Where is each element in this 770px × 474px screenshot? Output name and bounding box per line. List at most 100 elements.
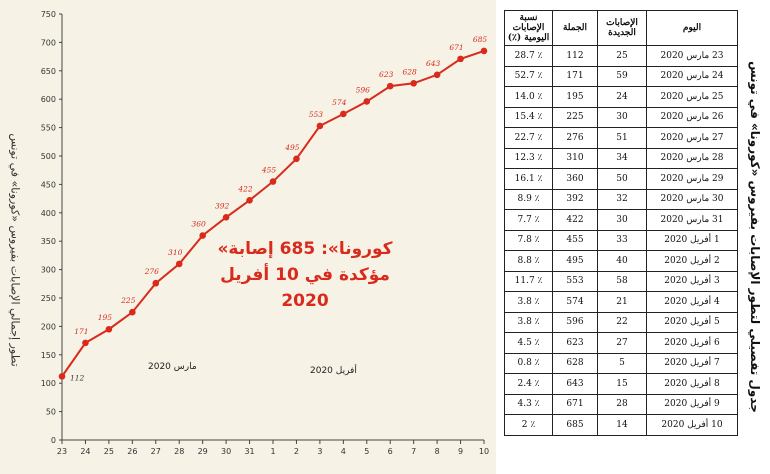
cell-new: 14 <box>597 414 647 436</box>
cell-day: 4 أفريل 2020 <box>646 291 738 313</box>
x-tick-label: 23 <box>57 447 67 456</box>
data-label: 171 <box>74 327 88 336</box>
series-line <box>61 49 485 377</box>
cell-rate: ٪ 11.7 <box>504 270 553 292</box>
data-label: 495 <box>284 143 300 152</box>
cell-rate: ٪ 15.4 <box>504 106 553 128</box>
x-tick-label: 4 <box>341 447 346 456</box>
cell-total: 276 <box>552 127 598 149</box>
cell-day: 27 مارس 2020 <box>646 127 738 149</box>
cell-total: 310 <box>552 147 598 169</box>
y-tick-label: 750 <box>41 10 56 19</box>
header-rate: نسبة الإصابات اليومية (٪) <box>504 10 553 46</box>
table-row: 27 مارس 2020 51 276 ٪ 22.7 <box>504 127 738 149</box>
cell-new: 30 <box>597 209 647 231</box>
table-title: جدول تفصيلي لتطور الإصابات بفيروس «كورون… <box>748 61 762 413</box>
data-label: 685 <box>473 35 488 44</box>
cell-day: 5 أفريل 2020 <box>646 311 738 333</box>
cell-total: 623 <box>552 332 598 354</box>
y-axis-label: تطور إجمالي الإصابات بفيروس «كورونا» في … <box>8 133 22 367</box>
data-label: 455 <box>261 166 277 175</box>
cell-day: 26 مارس 2020 <box>646 106 738 128</box>
y-tick-label: 100 <box>41 379 56 388</box>
cell-new: 25 <box>597 45 647 67</box>
data-point <box>222 214 230 221</box>
table-row: 1 أفريل 2020 33 455 ٪ 7.8 <box>504 229 738 251</box>
cell-rate: ٪ 4.3 <box>504 393 553 415</box>
data-label: 643 <box>426 59 441 68</box>
cell-day: 23 مارس 2020 <box>646 45 738 67</box>
data-point <box>152 279 160 287</box>
y-tick-label: 200 <box>41 322 56 331</box>
x-tick-label: 26 <box>127 447 137 456</box>
cell-rate: ٪ 14.0 <box>504 86 553 108</box>
cell-new: 15 <box>597 373 647 395</box>
table-row: 2 أفريل 2020 40 495 ٪ 8.8 <box>504 250 738 272</box>
cell-total: 495 <box>552 250 598 272</box>
table-row: 6 أفريل 2020 27 623 ٪ 4.5 <box>504 332 738 354</box>
table-row: 9 أفريل 2020 28 671 ٪ 4.3 <box>504 393 738 415</box>
data-label: 276 <box>144 267 160 276</box>
cell-new: 59 <box>597 65 647 87</box>
line-chart: 0 50 100 150 200 250 300 350 400 450 500 550 600 650 7… <box>41 10 489 456</box>
data-table-panel: اليوم الإصابات الجديدة الجملة نسبة الإصا… <box>498 0 740 474</box>
table-row: 26 مارس 2020 30 225 ٪ 15.4 <box>504 106 738 128</box>
cell-day: 30 مارس 2020 <box>646 188 738 210</box>
data-point <box>246 197 253 204</box>
y-tick-label: 0 <box>51 436 56 445</box>
data-point <box>433 71 441 79</box>
y-tick-label: 300 <box>41 266 56 275</box>
x-tick-label: 29 <box>198 447 208 456</box>
cell-rate: ٪ 3.8 <box>504 291 553 313</box>
table-row: 29 مارس 2020 50 360 ٪ 16.1 <box>504 168 738 190</box>
table-row: 4 أفريل 2020 21 574 ٪ 3.8 <box>504 291 738 313</box>
header-total: الجملة <box>552 10 598 46</box>
month-label-april: أفريل 2020 <box>310 366 357 376</box>
y-tick-label: 500 <box>41 152 56 161</box>
cell-new: 24 <box>597 86 647 108</box>
data-point <box>293 155 300 163</box>
table-row: 24 مارس 2020 59 171 ٪ 52.7 <box>504 65 738 87</box>
cell-total: 392 <box>552 188 598 210</box>
cell-total: 422 <box>552 209 598 231</box>
chart-panel: 0 50 100 150 200 250 300 350 400 450 500 550 600 650 7… <box>0 0 496 474</box>
x-tick-label: 5 <box>364 447 369 456</box>
data-point <box>316 122 324 130</box>
chart-title: «كورونا»: 685 إصابة مؤكدة في 10 أفريل 20… <box>217 239 393 311</box>
x-tick-label: 2 <box>294 447 299 456</box>
table-row: 23 مارس 2020 25 112 ٪ 28.7 <box>504 45 738 67</box>
y-tick-label: 600 <box>41 95 56 104</box>
y-tick-label: 650 <box>41 67 56 76</box>
data-label: 360 <box>192 220 207 229</box>
cell-rate: ٪ 28.7 <box>504 45 553 67</box>
cell-total: 171 <box>552 65 598 87</box>
x-tick-label: 8 <box>435 447 440 456</box>
cell-new: 51 <box>597 127 647 149</box>
cell-total: 643 <box>552 373 598 395</box>
cell-day: 9 أفريل 2020 <box>646 393 738 415</box>
cell-day: 28 مارس 2020 <box>646 147 738 169</box>
x-tick-label: 6 <box>388 447 393 456</box>
y-tick-label: 50 <box>46 408 56 417</box>
table-row: 25 مارس 2020 24 195 ٪ 14.0 <box>504 86 738 108</box>
y-tick-label: 400 <box>41 209 56 218</box>
y-tick-label: 450 <box>41 180 56 189</box>
cell-day: 31 مارس 2020 <box>646 209 738 231</box>
cell-day: 29 مارس 2020 <box>646 168 738 190</box>
data-point <box>199 232 206 239</box>
data-point <box>105 325 113 333</box>
cell-total: 225 <box>552 106 598 128</box>
cell-new: 27 <box>597 332 647 354</box>
cell-new: 30 <box>597 106 647 128</box>
data-label: 553 <box>309 110 324 119</box>
cell-total: 455 <box>552 229 598 251</box>
header-day: اليوم <box>646 10 738 46</box>
cell-rate: ٪ 7.7 <box>504 209 553 231</box>
data-point <box>269 178 277 185</box>
cell-rate: ٪ 16.1 <box>504 168 553 190</box>
cell-total: 553 <box>552 270 598 292</box>
data-point <box>480 47 488 55</box>
cell-new: 32 <box>597 188 647 210</box>
data-point <box>340 110 347 118</box>
cell-rate: ٪ 7.8 <box>504 229 553 251</box>
